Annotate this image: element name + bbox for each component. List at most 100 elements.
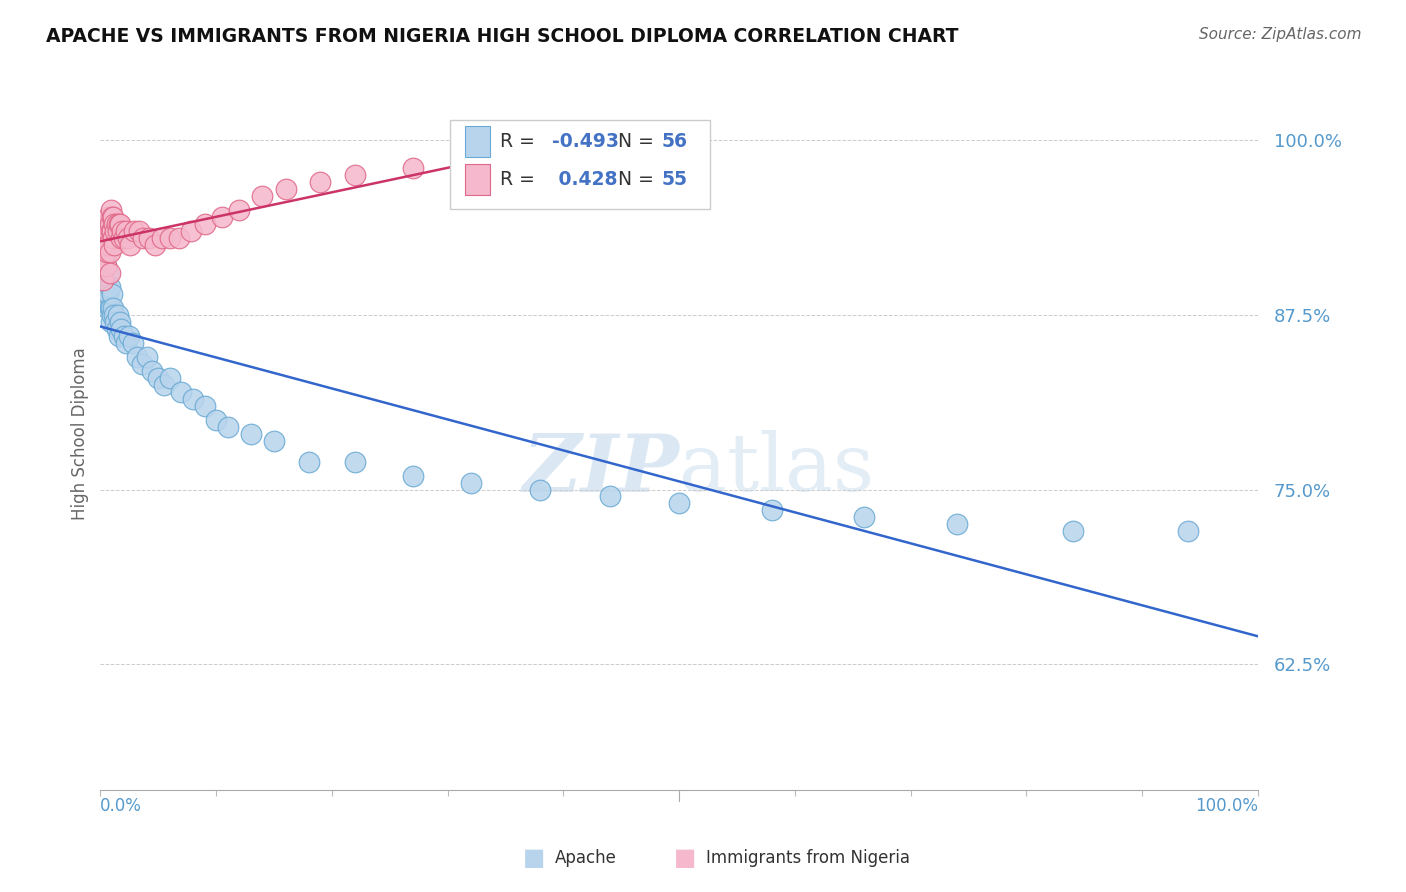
Point	[135, 350, 157, 364]
Point	[143, 238, 166, 252]
Point	[108, 217, 131, 231]
Point	[94, 217, 117, 231]
FancyBboxPatch shape	[450, 120, 710, 210]
Point	[112, 329, 135, 343]
Point	[127, 350, 149, 364]
Point	[343, 454, 366, 468]
Text: 0.428: 0.428	[551, 169, 617, 189]
Point	[131, 357, 153, 371]
Point	[402, 161, 425, 176]
Point	[853, 510, 876, 524]
Point	[100, 224, 122, 238]
Point	[101, 301, 124, 315]
Point	[159, 370, 181, 384]
Point	[96, 224, 118, 238]
Point	[153, 377, 176, 392]
Point	[91, 231, 114, 245]
Point	[121, 335, 143, 350]
Point	[110, 322, 132, 336]
Text: Apache: Apache	[555, 849, 617, 867]
Point	[101, 287, 124, 301]
Point	[217, 419, 239, 434]
Point	[239, 426, 262, 441]
Point	[94, 224, 117, 238]
Point	[228, 203, 250, 218]
Point	[94, 245, 117, 260]
Text: R =: R =	[499, 169, 540, 189]
Point	[159, 231, 181, 245]
Text: Immigrants from Nigeria: Immigrants from Nigeria	[706, 849, 910, 867]
Point	[96, 245, 118, 260]
Text: N =: N =	[617, 169, 659, 189]
Point	[274, 182, 297, 196]
Point	[111, 224, 134, 238]
Point	[96, 301, 118, 315]
Point	[94, 280, 117, 294]
Text: -0.493: -0.493	[551, 132, 619, 151]
Y-axis label: High School Diploma: High School Diploma	[72, 347, 89, 520]
Point	[103, 238, 125, 252]
Point	[114, 335, 136, 350]
Point	[460, 475, 482, 490]
Text: Source: ZipAtlas.com: Source: ZipAtlas.com	[1198, 27, 1361, 42]
Point	[402, 468, 425, 483]
Point	[98, 301, 121, 315]
Point	[98, 245, 121, 260]
Point	[343, 168, 366, 182]
Point	[100, 203, 122, 218]
Point	[101, 308, 124, 322]
Text: 100.0%: 100.0%	[1195, 797, 1258, 814]
Point	[181, 392, 204, 406]
Point	[91, 273, 114, 287]
Point	[107, 308, 129, 322]
Point	[101, 224, 124, 238]
Point	[668, 496, 690, 510]
Point	[252, 189, 274, 203]
Text: APACHE VS IMMIGRANTS FROM NIGERIA HIGH SCHOOL DIPLOMA CORRELATION CHART: APACHE VS IMMIGRANTS FROM NIGERIA HIGH S…	[46, 27, 959, 45]
Point	[309, 175, 332, 189]
Point	[120, 238, 142, 252]
Point	[167, 231, 190, 245]
Point	[128, 224, 150, 238]
Point	[105, 217, 128, 231]
Text: R =: R =	[499, 132, 540, 151]
Text: 0.0%: 0.0%	[100, 797, 142, 814]
Point	[94, 259, 117, 273]
Point	[193, 217, 215, 231]
Point	[141, 364, 163, 378]
Point	[93, 238, 115, 252]
Point	[108, 217, 131, 231]
Text: atlas: atlas	[679, 430, 875, 508]
Point	[205, 412, 228, 426]
Point	[94, 259, 117, 273]
Point	[645, 133, 668, 147]
Point	[118, 329, 141, 343]
Point	[94, 273, 117, 287]
Point	[495, 147, 517, 161]
Point	[94, 280, 117, 294]
Point	[97, 287, 120, 301]
Point	[193, 399, 215, 413]
Point	[104, 315, 127, 329]
Point	[138, 231, 160, 245]
Point	[97, 224, 120, 238]
Text: N =: N =	[617, 132, 659, 151]
Bar	[465, 127, 491, 157]
Point	[105, 322, 128, 336]
Point	[94, 238, 117, 252]
Point	[104, 224, 127, 238]
Point	[117, 231, 139, 245]
Point	[114, 224, 136, 238]
Point	[1062, 524, 1084, 539]
Point	[263, 434, 285, 448]
Point	[100, 315, 122, 329]
Point	[946, 517, 969, 532]
Point	[298, 454, 321, 468]
Point	[761, 503, 783, 517]
Text: 56: 56	[662, 132, 688, 151]
Point	[98, 266, 121, 280]
Point	[180, 224, 202, 238]
Point	[101, 210, 124, 224]
Text: ■: ■	[673, 847, 696, 870]
Point	[103, 217, 125, 231]
